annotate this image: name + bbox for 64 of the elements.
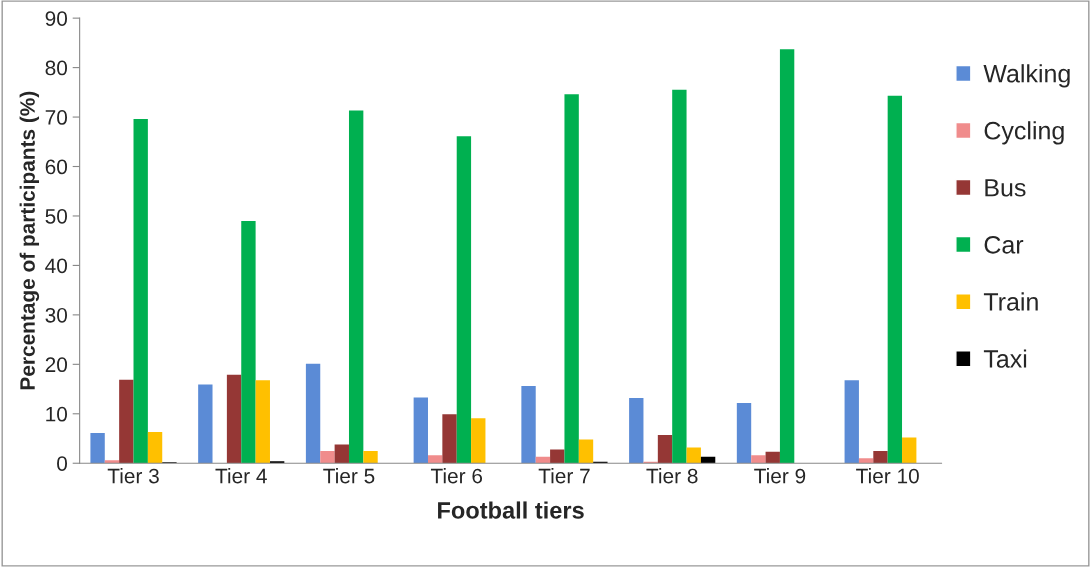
bar [456, 136, 472, 464]
y-tick-label: 0 [57, 456, 68, 471]
y-tick-label: 80 [45, 60, 68, 76]
legend-label: Cycling [984, 121, 1064, 145]
bar [779, 49, 795, 464]
bar [902, 437, 917, 464]
x-tick-label: Tier 4 [215, 468, 267, 484]
x-tick-label: Tier 3 [107, 468, 159, 484]
bar [858, 458, 874, 464]
y-tick-label: 40 [45, 258, 68, 274]
legend-label: Walking [983, 64, 1070, 88]
bar [348, 110, 364, 464]
bar [657, 435, 673, 464]
bar [844, 380, 859, 464]
x-tick-label: Tier 9 [754, 468, 806, 484]
bar [147, 432, 163, 464]
bar [535, 456, 551, 464]
bar [442, 414, 457, 464]
bar [700, 456, 716, 464]
bar [550, 449, 565, 464]
legend-label: Train [983, 292, 1038, 311]
bar [90, 433, 105, 464]
bar [119, 379, 134, 464]
bar [564, 94, 579, 464]
bar [887, 95, 903, 464]
x-tick-label: Tier 8 [646, 468, 698, 484]
bar [133, 119, 148, 464]
x-tick-label: Tier 10 [856, 468, 919, 484]
y-axis-title: Percentage of participants (%) [19, 91, 40, 390]
bar [751, 455, 766, 464]
bar [686, 447, 701, 464]
bar [765, 451, 780, 464]
x-tick-label: Tier 6 [430, 468, 483, 484]
y-tick-label: 50 [45, 208, 68, 224]
y-tick-label: 60 [45, 159, 68, 175]
bar [427, 455, 443, 464]
bar [672, 89, 687, 464]
x-tick-label: Tier 5 [323, 468, 375, 484]
y-tick-label: 70 [45, 110, 68, 125]
bar [305, 363, 321, 464]
bar [471, 418, 486, 464]
bar [873, 450, 888, 464]
y-tick-label: 30 [45, 307, 68, 323]
legend-label: Car [984, 235, 1024, 254]
bar [521, 386, 536, 464]
bar [226, 374, 242, 464]
bar [198, 384, 213, 464]
bar [413, 397, 428, 464]
bar [255, 380, 270, 464]
legend-label: Bus [985, 179, 1026, 197]
bar [334, 444, 349, 464]
bar [363, 450, 378, 464]
x-axis-title: Football tiers [438, 501, 584, 519]
bar [578, 439, 594, 464]
bar [629, 397, 644, 464]
bar [736, 402, 752, 464]
y-tick-label: 10 [46, 406, 68, 422]
x-tick-label: Tier 7 [538, 468, 590, 484]
bar [104, 460, 120, 464]
y-tick-label: 90 [45, 11, 68, 26]
bar [320, 450, 335, 464]
bar [241, 220, 256, 464]
y-tick-label: 20 [45, 357, 68, 373]
legend-label: Taxi [983, 349, 1027, 368]
